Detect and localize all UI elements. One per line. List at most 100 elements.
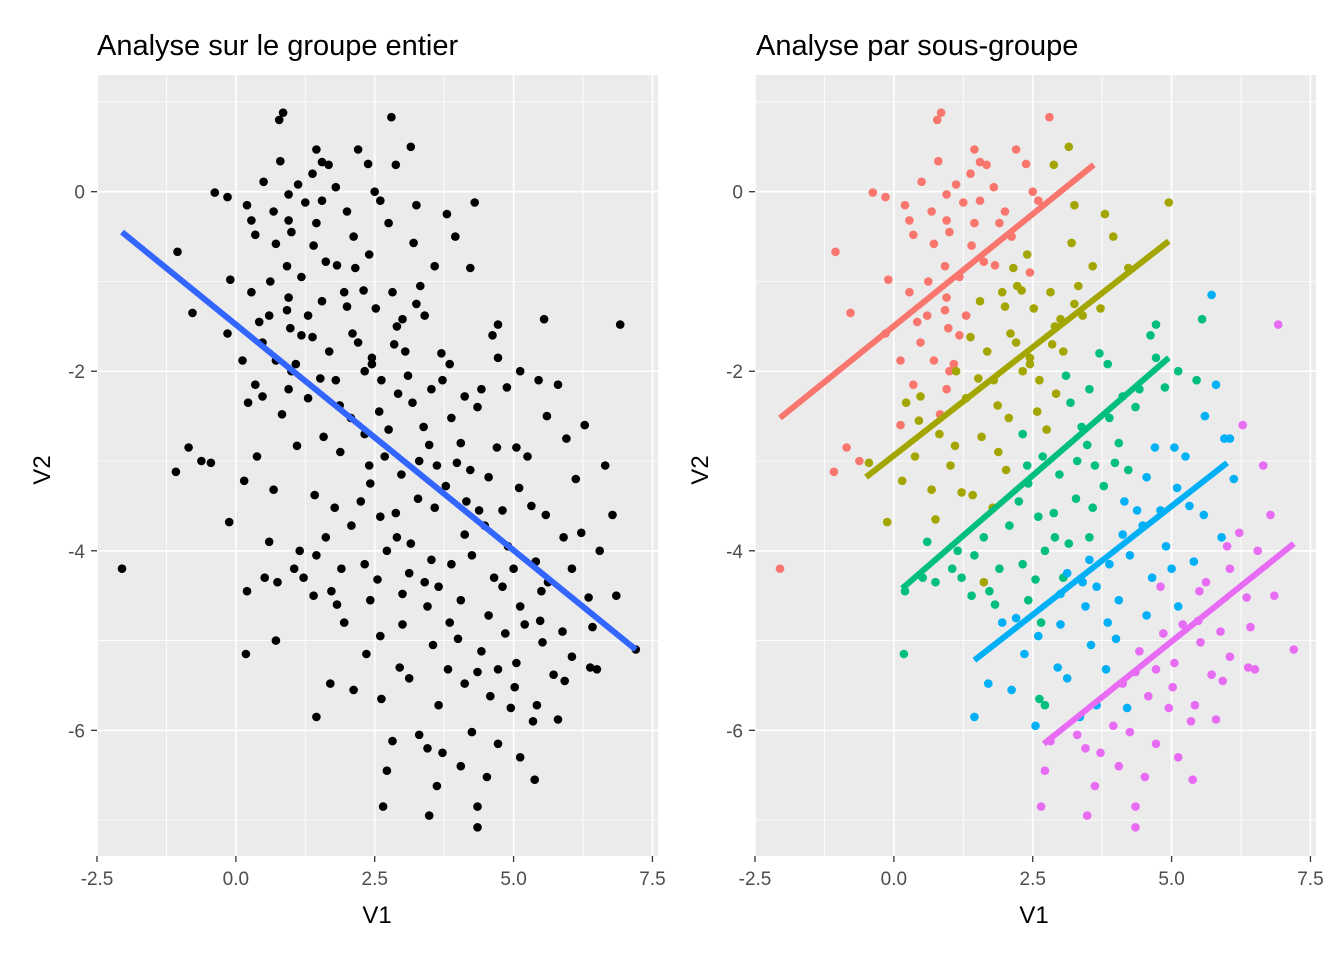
data-point xyxy=(1190,700,1200,710)
data-point xyxy=(460,530,470,539)
data-point xyxy=(957,488,966,497)
data-point xyxy=(1031,721,1040,731)
data-point xyxy=(1188,775,1197,784)
x-tick-label: 2.5 xyxy=(362,869,388,890)
data-point xyxy=(467,551,477,560)
data-point xyxy=(1074,281,1083,291)
data-point xyxy=(1207,670,1216,679)
data-point xyxy=(445,359,455,369)
data-point xyxy=(1088,261,1097,271)
data-point xyxy=(378,802,388,811)
data-point xyxy=(376,196,385,205)
data-point xyxy=(293,180,303,189)
data-point xyxy=(905,216,914,225)
data-point xyxy=(1103,618,1112,627)
data-point xyxy=(224,517,234,527)
data-point xyxy=(528,717,538,726)
data-point xyxy=(1103,359,1112,369)
data-point xyxy=(403,371,413,381)
data-point xyxy=(456,595,466,605)
data-point xyxy=(1235,528,1244,538)
data-point xyxy=(944,323,953,333)
data-point xyxy=(367,353,377,363)
data-point xyxy=(584,593,593,602)
data-point xyxy=(312,712,321,722)
data-point xyxy=(1114,761,1124,771)
data-point xyxy=(927,485,936,495)
data-point xyxy=(588,622,597,632)
data-point xyxy=(1216,627,1225,636)
data-point xyxy=(1105,559,1114,569)
data-point xyxy=(1046,287,1055,297)
data-point xyxy=(456,761,466,771)
data-point xyxy=(470,198,480,207)
data-point xyxy=(1004,413,1014,423)
data-point xyxy=(477,384,486,394)
data-point xyxy=(1258,461,1268,470)
data-point xyxy=(510,682,519,692)
data-point xyxy=(1032,407,1042,416)
data-point xyxy=(1218,676,1227,686)
data-point xyxy=(282,305,292,315)
data-point xyxy=(562,434,571,443)
data-point xyxy=(474,506,484,515)
data-point xyxy=(277,410,287,419)
data-point xyxy=(360,366,370,376)
data-point xyxy=(1099,481,1109,491)
data-point xyxy=(438,375,447,385)
data-point xyxy=(326,679,335,688)
data-point xyxy=(1142,611,1151,620)
x-tick-label: 5.0 xyxy=(1158,869,1184,890)
data-point xyxy=(829,467,839,477)
data-point xyxy=(367,359,377,369)
x-tick-label: 0.0 xyxy=(223,869,249,890)
data-point xyxy=(924,277,933,286)
data-point xyxy=(501,629,510,638)
data-point xyxy=(377,694,386,704)
data-point xyxy=(498,506,507,515)
data-point xyxy=(1006,329,1015,338)
data-point xyxy=(1090,781,1100,791)
data-point xyxy=(432,781,442,791)
data-point xyxy=(223,329,232,338)
data-point xyxy=(1243,663,1253,672)
y-tick-label: -4 xyxy=(68,542,85,563)
y-tick-label: 0 xyxy=(732,183,743,204)
data-point xyxy=(1024,595,1033,605)
data-point xyxy=(868,188,878,197)
data-point xyxy=(1090,461,1100,470)
data-point xyxy=(434,700,443,710)
data-point xyxy=(391,160,401,170)
data-point xyxy=(264,537,274,547)
data-point xyxy=(460,679,470,688)
data-point xyxy=(1000,302,1010,311)
data-point xyxy=(916,392,925,401)
data-point xyxy=(1168,682,1177,692)
data-point xyxy=(332,600,342,609)
data-point xyxy=(297,331,306,340)
data-point xyxy=(1022,250,1032,259)
data-point xyxy=(287,227,296,237)
data-point xyxy=(339,618,349,627)
data-point xyxy=(990,600,1000,609)
data-point xyxy=(419,422,428,432)
data-point xyxy=(975,157,985,167)
data-point xyxy=(292,441,302,451)
data-point xyxy=(427,384,436,394)
data-point xyxy=(317,157,327,167)
data-point xyxy=(359,286,368,295)
data-point xyxy=(549,670,558,679)
data-point xyxy=(1062,674,1072,683)
data-point xyxy=(342,302,352,311)
data-point xyxy=(1109,721,1118,731)
data-point xyxy=(473,823,482,832)
data-point xyxy=(484,472,493,482)
trend-line xyxy=(120,229,638,652)
data-point xyxy=(1059,347,1068,356)
data-point xyxy=(997,618,1007,627)
data-point xyxy=(571,474,581,484)
plot-background xyxy=(97,75,658,856)
data-point xyxy=(1036,802,1046,811)
data-point xyxy=(347,521,356,530)
data-point xyxy=(353,145,363,154)
